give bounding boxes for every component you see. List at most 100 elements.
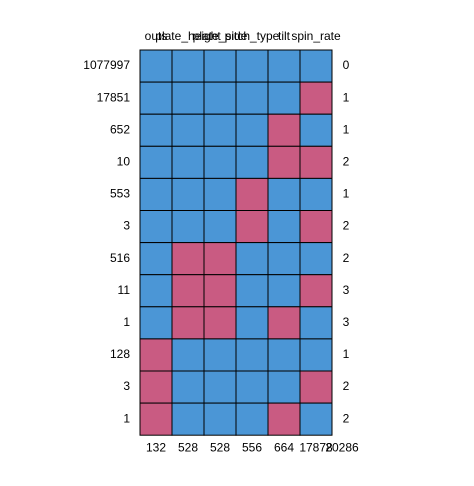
column-missing-label: 528 [178, 440, 198, 454]
row-count-label: 128 [110, 347, 130, 361]
pattern-cell [235, 306, 269, 340]
row-missing-label: 1 [343, 347, 350, 361]
pattern-cell [139, 145, 173, 179]
pattern-cell [203, 306, 237, 340]
pattern-cell [139, 242, 173, 276]
pattern-cell [203, 49, 237, 83]
column-label: outs [145, 29, 168, 43]
row-missing-label: 2 [343, 155, 350, 169]
column-label: spin_rate [291, 29, 341, 43]
pattern-cell [203, 242, 237, 276]
pattern-cell [171, 242, 205, 276]
column-label: tilt [278, 29, 291, 43]
total-missing-label: 20286 [325, 440, 359, 454]
pattern-cell [171, 338, 205, 372]
pattern-cell [267, 49, 301, 83]
pattern-cell [139, 338, 173, 372]
pattern-cell [139, 210, 173, 244]
pattern-cell [139, 402, 173, 436]
pattern-cell [267, 113, 301, 147]
pattern-cell [203, 402, 237, 436]
pattern-cell [299, 370, 333, 404]
pattern-cell [139, 177, 173, 211]
row-count-label: 652 [110, 122, 130, 136]
pattern-cell [267, 306, 301, 340]
pattern-cell [235, 145, 269, 179]
pattern-cell [299, 210, 333, 244]
column-missing-label: 556 [242, 440, 262, 454]
pattern-cell [171, 210, 205, 244]
pattern-cell [139, 49, 173, 83]
pattern-cell [235, 402, 269, 436]
pattern-cell [235, 49, 269, 83]
row-count-label: 17851 [97, 90, 131, 104]
row-missing-label: 2 [343, 251, 350, 265]
row-missing-label: 1 [343, 90, 350, 104]
pattern-cell [171, 49, 205, 83]
pattern-cell [203, 370, 237, 404]
row-missing-label: 3 [343, 283, 350, 297]
pattern-cell [171, 370, 205, 404]
pattern-cell [235, 81, 269, 115]
row-count-label: 10 [117, 155, 131, 169]
row-missing-label: 2 [343, 411, 350, 425]
pattern-cell [171, 81, 205, 115]
row-count-label: 3 [123, 379, 130, 393]
pattern-cell [171, 145, 205, 179]
pattern-cell [267, 274, 301, 308]
row-missing-label: 1 [343, 122, 350, 136]
pattern-cell [267, 338, 301, 372]
pattern-cell [203, 145, 237, 179]
pattern-cell [267, 370, 301, 404]
pattern-cell [139, 113, 173, 147]
pattern-cell [299, 274, 333, 308]
pattern-cell [171, 402, 205, 436]
pattern-cell [299, 306, 333, 340]
column-missing-label: 528 [210, 440, 230, 454]
row-count-label: 1077997 [83, 58, 130, 72]
column-label: plate_height [155, 29, 221, 43]
row-missing-label: 0 [343, 58, 350, 72]
row-count-label: 516 [110, 251, 130, 265]
pattern-cell [299, 242, 333, 276]
column-label: pitch_type [225, 29, 280, 43]
row-count-label: 553 [110, 187, 130, 201]
pattern-cell [139, 274, 173, 308]
pattern-cell [235, 113, 269, 147]
pattern-cell [203, 113, 237, 147]
row-missing-label: 1 [343, 187, 350, 201]
row-missing-label: 3 [343, 315, 350, 329]
pattern-cell [235, 274, 269, 308]
pattern-cell [299, 113, 333, 147]
pattern-cell [203, 274, 237, 308]
pattern-cell [203, 81, 237, 115]
pattern-cell [139, 306, 173, 340]
pattern-cell [235, 242, 269, 276]
pattern-cell [267, 242, 301, 276]
pattern-cell [299, 402, 333, 436]
pattern-cell [235, 370, 269, 404]
pattern-cell [299, 49, 333, 83]
row-count-label: 11 [118, 283, 131, 297]
row-count-label: 1 [123, 411, 130, 425]
pattern-cell [235, 177, 269, 211]
pattern-cell [299, 81, 333, 115]
row-count-label: 3 [123, 219, 130, 233]
pattern-cell [139, 81, 173, 115]
column-missing-label: 17878 [299, 440, 333, 454]
pattern-cell [299, 338, 333, 372]
pattern-cell [235, 338, 269, 372]
pattern-cell [299, 177, 333, 211]
pattern-cell [299, 145, 333, 179]
pattern-cell [203, 210, 237, 244]
pattern-cell [171, 274, 205, 308]
pattern-cell [267, 81, 301, 115]
pattern-cell [267, 145, 301, 179]
column-missing-label: 132 [146, 440, 166, 454]
column-label: plate_side [193, 29, 248, 43]
pattern-cell [171, 177, 205, 211]
pattern-cell [203, 338, 237, 372]
row-missing-label: 2 [343, 379, 350, 393]
pattern-cell [267, 402, 301, 436]
